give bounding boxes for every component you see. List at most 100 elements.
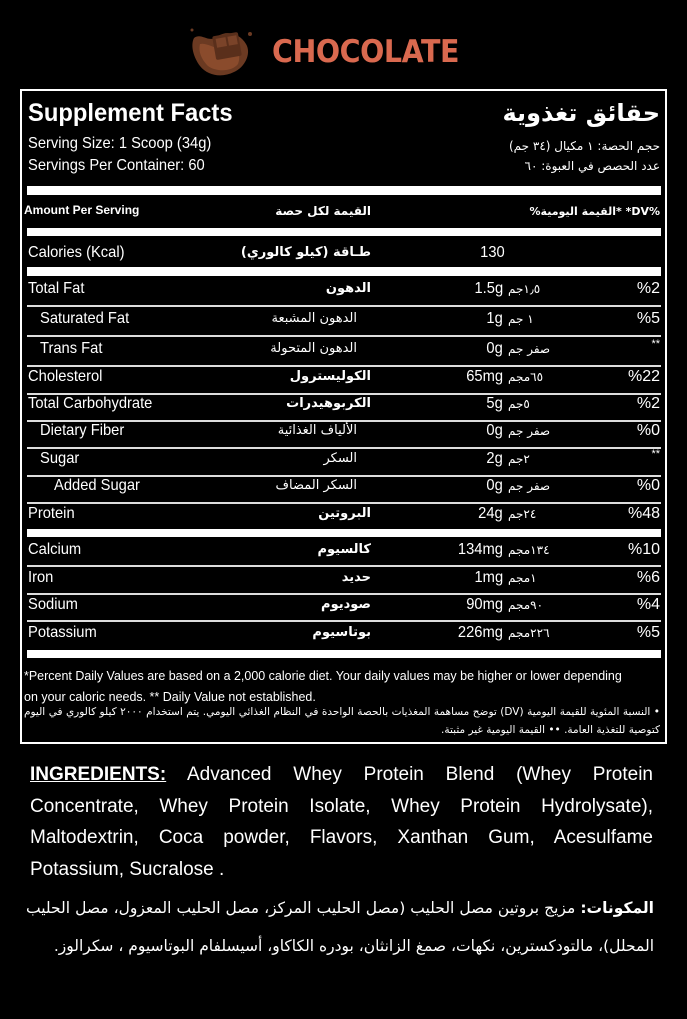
nutrient-name-ar: بوتاسيوم: [312, 625, 371, 640]
calories-row: Calories (Kcal) طـاقة (كيلو كالوري) 130: [0, 244, 687, 270]
nutrient-dv: %22: [627, 368, 660, 385]
nutrient-amount-ar: ١٣٤مجم: [508, 543, 550, 557]
nutrient-row-total-carbohydrate: Total Carbohydrate الكربوهيدرات 5g ٥جم %…: [0, 395, 687, 421]
ingredients-en: INGREDIENTS: Advanced Whey Protein Blend…: [30, 759, 653, 885]
servings-per-container-ar: عدد الحصص في العبوة: ٦٠: [524, 159, 660, 173]
nutrient-row-sugar: Sugar السكر 2g ٢جم **: [0, 448, 687, 476]
nutrient-name: Added Sugar: [54, 477, 140, 494]
footnote-en: *Percent Daily Values are based on a 2,0…: [24, 668, 622, 704]
nutrient-amount: 1.5g: [474, 280, 503, 297]
nutrient-name: Total Carbohydrate: [28, 395, 153, 412]
chocolate-splash-icon: [190, 28, 252, 76]
serving-size-ar: حجم الحصة: ١ مكيال (٣٤ جم): [508, 139, 660, 153]
nutrient-name-ar: الكربوهيدرات: [286, 396, 371, 411]
servings-per-container-en: Servings Per Container: 60: [28, 157, 205, 174]
divider: [27, 393, 661, 395]
nutrient-row-cholesterol: Cholesterol الكوليسترول 65mg ٦٥مجم %22: [0, 368, 687, 394]
nutrient-amount-ar: ١ جم: [508, 312, 534, 326]
divider-thick: [27, 650, 661, 658]
nutrient-name: Saturated Fat: [40, 310, 130, 327]
nutrient-dv: %4: [636, 596, 660, 613]
flavor-title: CHOCOLATE: [272, 34, 460, 70]
nutrient-name: Sugar: [40, 450, 80, 467]
nutrient-name: Dietary Fiber: [40, 422, 125, 439]
nutrient-name: Protein: [28, 505, 75, 522]
nutrient-amount-ar: صفر جم: [508, 342, 551, 356]
nutrient-name-ar: حديد: [341, 570, 371, 585]
nutrient-dv: **: [651, 448, 660, 460]
nutrient-row-trans-fat: Trans Fat الدهون المتحولة 0g صفر جم **: [0, 338, 687, 366]
nutrient-amount: 226mg: [457, 624, 503, 641]
nutrient-amount: 1mg: [474, 569, 503, 586]
divider: [27, 335, 661, 337]
divider-thick: [27, 529, 661, 537]
nutrient-amount: 2g: [486, 450, 503, 467]
title-ar: حقائق تغذوية: [502, 99, 661, 127]
nutrient-amount: 90mg: [466, 596, 503, 613]
dv-label: %القيمة اليومية* *DV%: [529, 205, 660, 218]
divider: [27, 420, 661, 422]
nutrient-dv: %6: [636, 569, 660, 586]
title-en: Supplement Facts: [28, 99, 233, 127]
nutrient-amount-ar: صفر جم: [508, 424, 551, 438]
divider: [27, 593, 661, 595]
nutrient-dv: %2: [636, 395, 660, 412]
nutrient-name-ar: صوديوم: [321, 597, 371, 612]
nutrient-name-ar: الدهون: [325, 281, 371, 296]
ingredients-text: Advanced Whey Protein Blend (Whey Protei…: [30, 764, 653, 880]
nutrient-amount-ar: ١٫٥جم: [508, 282, 541, 296]
nutrient-row-dietary-fiber: Dietary Fiber الألياف الغذائية 0g صفر جم…: [0, 422, 687, 448]
nutrient-name: Trans Fat: [40, 340, 103, 357]
nutrient-amount-ar: ٢٢٦مجم: [508, 626, 550, 640]
nutrient-amount-ar: صفر جم: [508, 479, 551, 493]
nutrient-row-calcium: Calcium كالسيوم 134mg ١٣٤مجم %10: [0, 541, 687, 567]
nutrient-amount: 0g: [486, 340, 503, 357]
nutrient-row-total-fat: Total Fat الدهون 1.5g ١٫٥جم %2: [0, 280, 687, 306]
divider: [27, 565, 661, 567]
nutrient-amount-ar: ٢٤جم: [508, 507, 537, 521]
nutrient-amount: 24g: [478, 505, 503, 522]
serving-size-en: Serving Size: 1 Scoop (34g): [28, 135, 212, 152]
ingredients-ar: المكونات: مزيج بروتين مصل الحليب (مصل ال…: [26, 889, 654, 965]
supplement-facts-panel: [20, 89, 667, 744]
nutrient-dv: %2: [636, 280, 660, 297]
nutrient-name: Sodium: [28, 596, 78, 613]
nutrient-row-sodium: Sodium صوديوم 90mg ٩٠مجم %4: [0, 596, 687, 622]
nutrient-dv: %0: [636, 477, 660, 494]
nutrient-dv: %0: [636, 422, 660, 439]
nutrient-row-saturated-fat: Saturated Fat الدهون المشبعة 1g ١ جم %5: [0, 310, 687, 336]
nutrient-dv: %10: [627, 541, 660, 558]
nutrient-name-ar: السكر المضاف: [275, 478, 357, 493]
footnote-ar: • النسبة المئوية للقيمة اليومية (DV) توض…: [24, 706, 660, 736]
ingredients-label: INGREDIENTS:: [30, 764, 167, 785]
divider: [27, 620, 661, 622]
nutrient-name: Cholesterol: [28, 368, 103, 385]
divider: [27, 305, 661, 307]
nutrient-amount-ar: ٦٥مجم: [508, 370, 544, 384]
divider: [27, 447, 661, 449]
nutrient-name-ar: الكوليسترول: [289, 369, 371, 384]
amount-per-serving-ar-label: القيمة لكل حصة: [275, 204, 371, 218]
calories-label-ar: طـاقة (كيلو كالوري): [240, 245, 371, 260]
nutrient-name-ar: الدهون المشبعة: [271, 311, 358, 326]
nutrient-dv: %5: [636, 624, 660, 641]
nutrient-name-ar: الألياف الغذائية: [277, 423, 357, 438]
nutrient-row-added-sugar: Added Sugar السكر المضاف 0g صفر جم %0: [0, 477, 687, 503]
nutrient-amount: 0g: [486, 477, 503, 494]
divider: [27, 365, 661, 367]
nutrient-name-ar: البروتين: [318, 506, 371, 521]
nutrient-dv: %5: [636, 310, 660, 327]
nutrient-amount: 5g: [486, 395, 503, 412]
divider-thick: [27, 267, 661, 276]
nutrient-name-ar: السكر: [323, 451, 357, 466]
calories-label: Calories (Kcal): [28, 244, 125, 261]
nutrient-dv: **: [651, 338, 660, 350]
nutrient-name-ar: كالسيوم: [317, 542, 371, 557]
nutrient-amount-ar: ٢جم: [508, 452, 530, 466]
flavor-logo: CHOCOLATE: [188, 24, 473, 80]
nutrient-dv: %48: [627, 505, 660, 522]
nutrient-amount-ar: ٥جم: [508, 397, 530, 411]
nutrient-name: Potassium: [28, 624, 97, 641]
ingredients-text-ar: مزيج بروتين مصل الحليب (مصل الحليب المرك…: [26, 899, 654, 955]
nutrient-amount: 0g: [486, 422, 503, 439]
